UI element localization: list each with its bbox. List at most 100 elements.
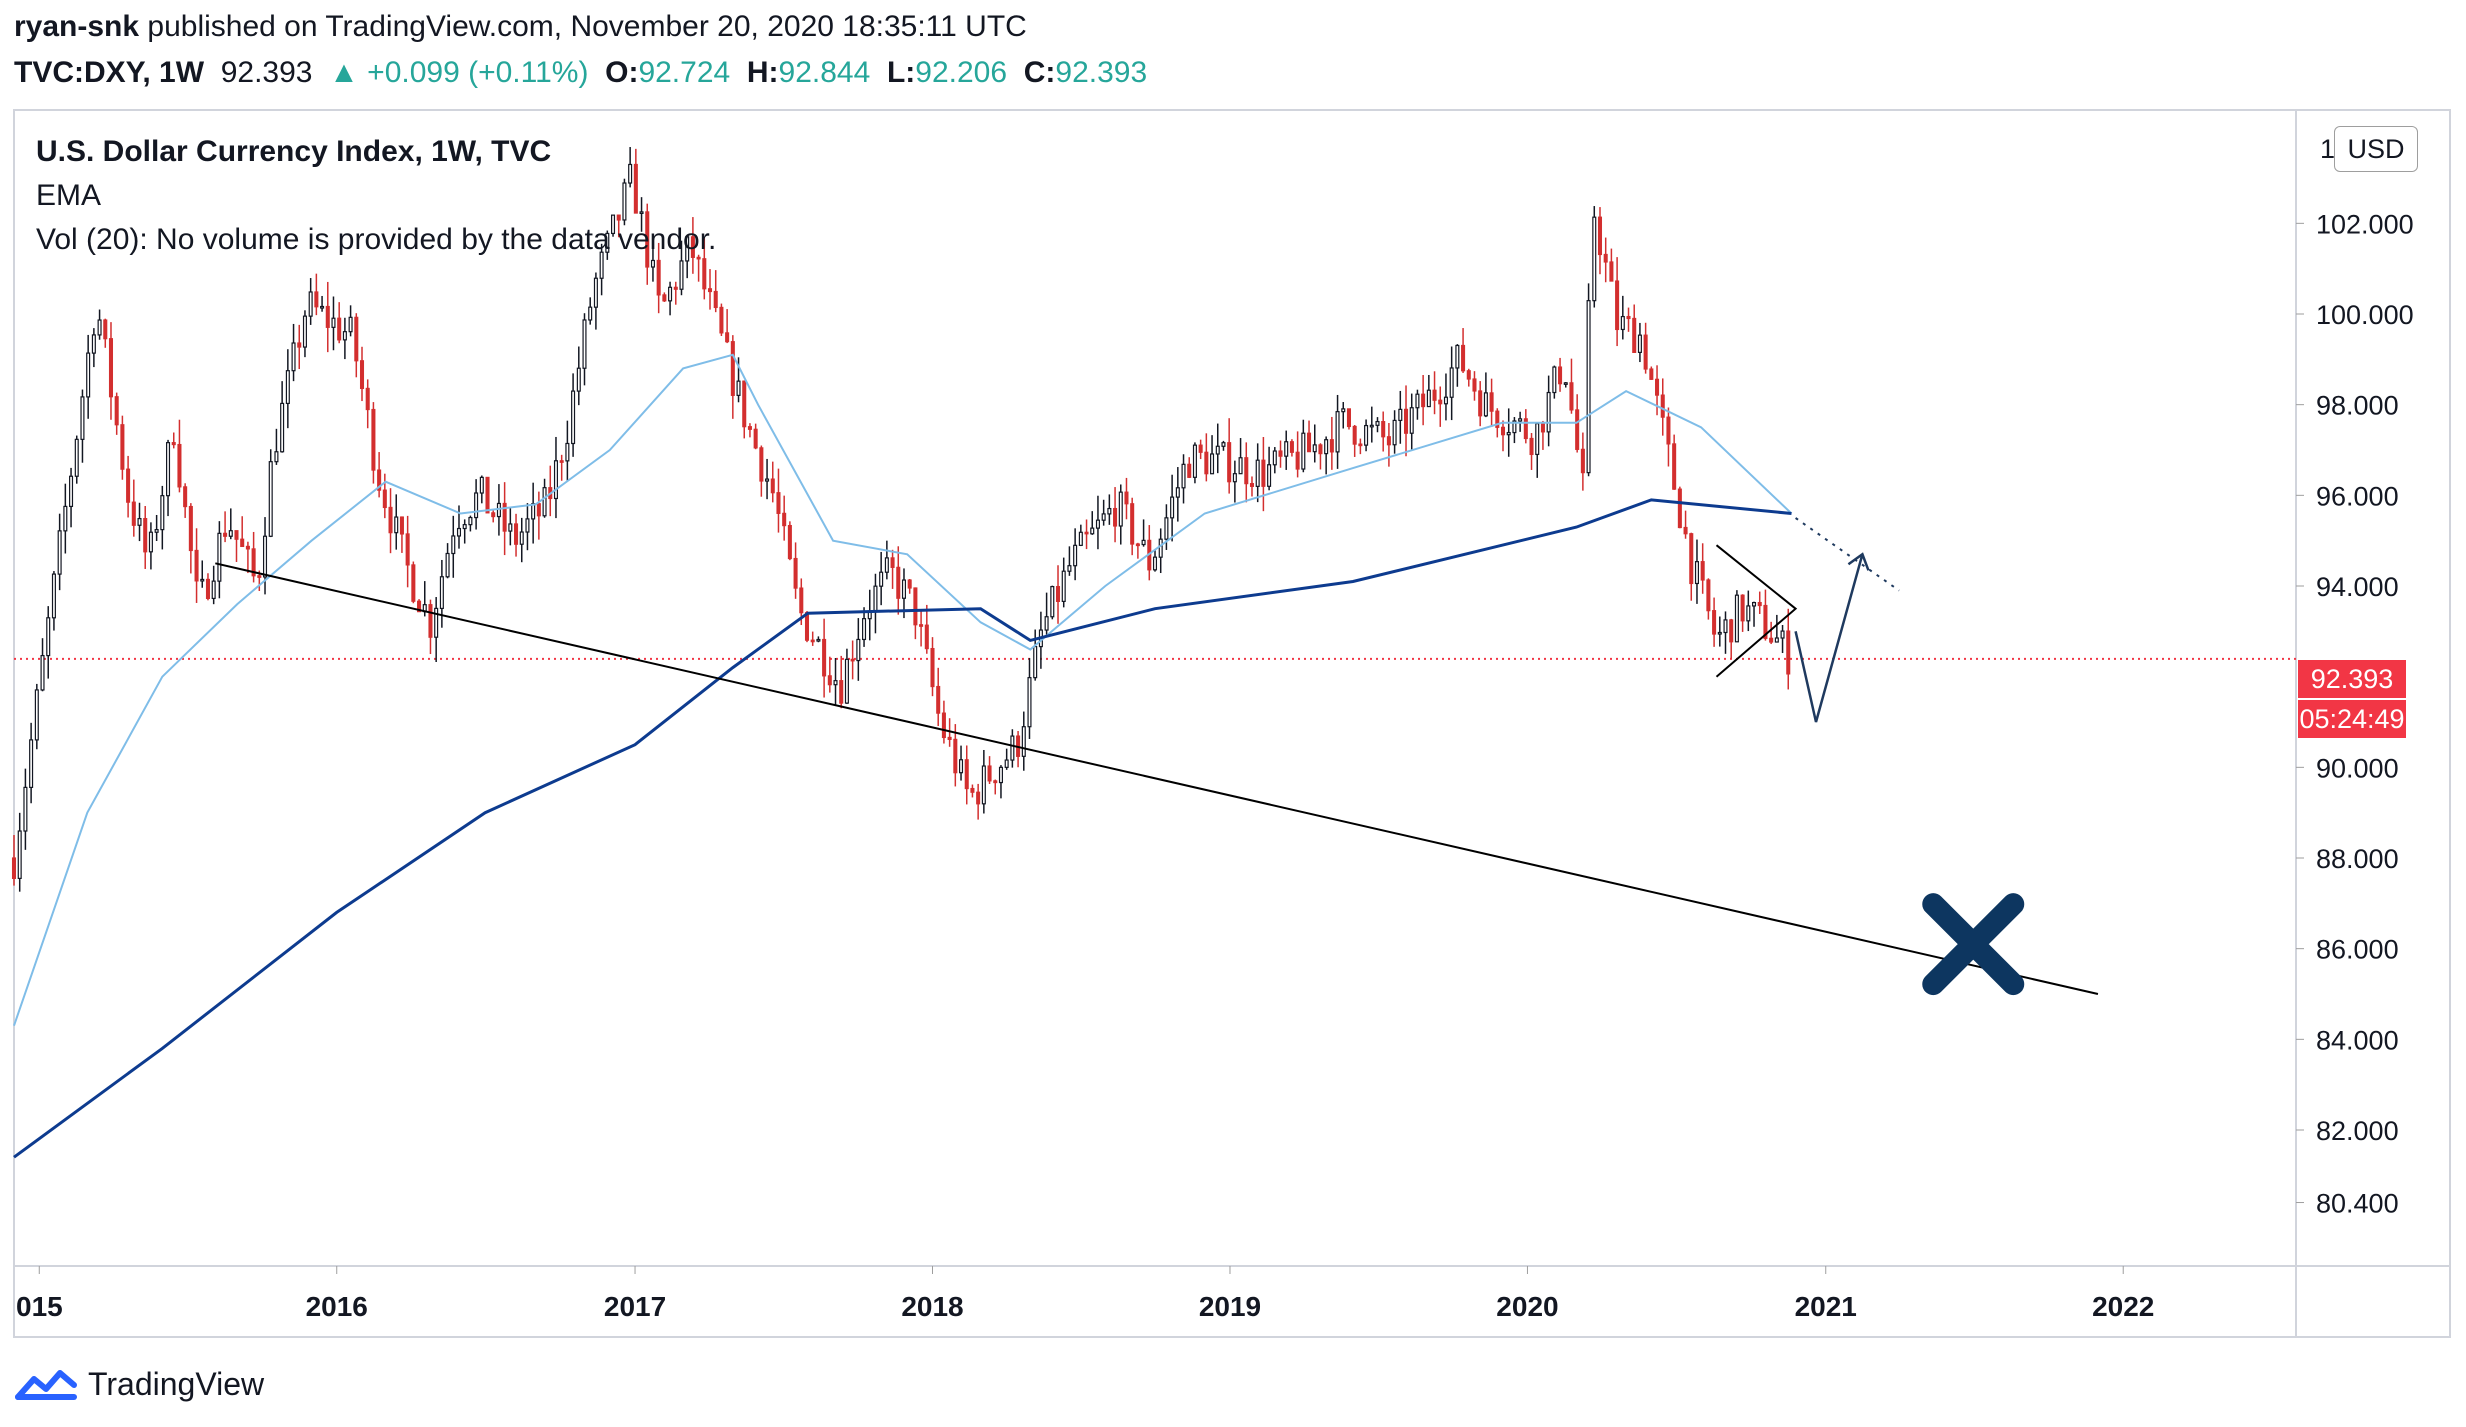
candle-body [445, 552, 450, 578]
tradingview-brand[interactable]: TradingView [14, 1362, 264, 1406]
candle-body [405, 533, 410, 566]
legend-volume[interactable]: Vol (20): No volume is provided by the d… [36, 223, 717, 256]
trendline [215, 562, 2099, 995]
triangle-pattern [1715, 544, 1798, 678]
candle-body [673, 286, 678, 290]
candle-body [1769, 637, 1774, 643]
candle-body [1255, 459, 1260, 487]
low-value: 92.206 [915, 56, 1008, 89]
candle-body [776, 492, 781, 514]
candle-body [582, 319, 587, 369]
candle-body [1523, 418, 1528, 440]
candle-body [325, 305, 330, 328]
candle-body [822, 638, 827, 677]
candle-body [11, 857, 17, 879]
candle-body [1284, 441, 1289, 457]
candle-body [331, 317, 336, 328]
candle-body [890, 557, 895, 568]
candle-body [137, 518, 142, 526]
candle-body [959, 759, 964, 774]
candle-body [919, 624, 924, 627]
candle-body [1124, 491, 1129, 505]
candle-body [924, 624, 929, 650]
candle-body [571, 390, 576, 445]
candle-body [1175, 487, 1180, 498]
candle-body [131, 501, 136, 526]
candle-body [827, 675, 832, 686]
ema-lines [13, 353, 1793, 1159]
candle-body [1558, 366, 1563, 385]
candle-body [148, 531, 153, 553]
candle-body [428, 604, 433, 638]
candle-body [160, 495, 165, 531]
candle-body [976, 791, 981, 805]
candle-body [1569, 382, 1574, 411]
candle-body [1364, 424, 1369, 446]
candle-body [884, 557, 889, 573]
candle-body [434, 607, 439, 638]
candle-body [1677, 488, 1682, 529]
candle-body [388, 506, 393, 534]
candle-body [1649, 368, 1654, 380]
candle-body [1249, 483, 1255, 487]
candle-body [1632, 317, 1637, 353]
candle-body [1170, 496, 1175, 519]
candle-body [240, 538, 245, 548]
drawings [215, 517, 2099, 996]
candle-body [1672, 443, 1677, 490]
candle-body [1267, 464, 1272, 487]
candle-body [559, 460, 564, 463]
candle-body [1540, 423, 1545, 433]
candle-body [1461, 344, 1466, 372]
ohlc-header: TVC:DXY, 1W 92.393 ▲ +0.099 (+0.11%) O:9… [14, 56, 1147, 90]
candle-body [1786, 630, 1791, 675]
candle-body [183, 486, 188, 508]
currency-button[interactable]: USD [2334, 126, 2418, 172]
chart-legend: U.S. Dollar Currency Index, 1W, TVC EMA … [36, 130, 716, 262]
legend-title[interactable]: U.S. Dollar Currency Index, 1W, TVC [36, 135, 552, 168]
candle-body [953, 738, 958, 774]
ema-line [13, 353, 1793, 1027]
candle-body [593, 277, 598, 308]
candle-body [228, 530, 233, 537]
open-value: 92.724 [638, 56, 731, 89]
candle-body [17, 830, 22, 879]
candle-body [1774, 637, 1779, 643]
candle-body [1700, 561, 1705, 581]
candle-body [200, 578, 205, 582]
candle-body [502, 502, 507, 532]
candle-body [1307, 432, 1312, 453]
candle-body [86, 352, 91, 398]
candle-body [1392, 419, 1397, 446]
y-tick-label: 82.000 [2316, 1116, 2399, 1146]
candle-body [1346, 408, 1351, 428]
y-tick-label: 80.400 [2316, 1189, 2399, 1219]
candle-body [171, 442, 176, 446]
candle-body [531, 503, 536, 520]
candle-body [1421, 393, 1426, 408]
ema-line [13, 498, 1792, 1159]
candle-body [46, 617, 51, 657]
candle-body [1575, 409, 1580, 450]
legend-ema[interactable]: EMA [36, 179, 102, 212]
author-name[interactable]: ryan-snk [14, 10, 140, 43]
candle-body [616, 214, 621, 221]
publish-info: published on TradingView.com, November 2… [139, 10, 1027, 43]
candle-body [1130, 503, 1135, 545]
candle-body [1443, 396, 1448, 405]
candle-body [1580, 448, 1585, 474]
candle-body [1341, 408, 1346, 413]
high-label: H: [746, 56, 779, 89]
price-axis[interactable]: 102.000 100.000 98.000 96.000 94.000 90.000 88… [2296, 134, 2414, 1219]
time-axis[interactable]: 015 2016 2017 2018 2019 2020 2021 2022 [16, 1266, 2154, 1322]
candle-body [1227, 442, 1232, 483]
candle-body [1734, 594, 1739, 643]
candle-body [485, 476, 490, 514]
candle-body [354, 316, 359, 362]
candle-body [468, 516, 473, 526]
candle-body [941, 712, 946, 739]
candle-body [479, 476, 484, 494]
candle-body [1706, 579, 1711, 612]
candle-body [211, 580, 216, 600]
